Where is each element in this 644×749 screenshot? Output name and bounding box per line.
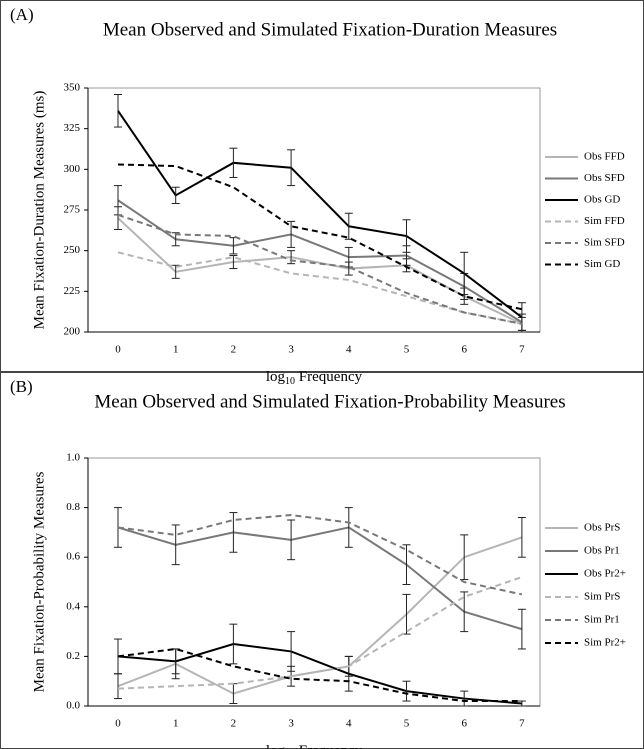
x-tick-label: 0 bbox=[115, 344, 121, 356]
legend-label: Sim PrS bbox=[584, 591, 620, 603]
series-line bbox=[117, 110, 523, 319]
x-tick-label: 2 bbox=[231, 344, 237, 356]
x-axis-label-sub: 10 bbox=[285, 376, 295, 387]
x-tick-label: 6 bbox=[461, 718, 467, 730]
x-axis-label: log10 Frequency bbox=[266, 743, 363, 749]
x-tick-label: 4 bbox=[346, 718, 352, 730]
x-tick-label: 3 bbox=[288, 718, 294, 730]
series-line bbox=[117, 163, 523, 311]
x-tick-label: 6 bbox=[461, 344, 467, 356]
legend-label: Obs Pr1 bbox=[584, 545, 620, 557]
x-tick-label: 0 bbox=[115, 718, 121, 730]
y-tick-label: 200 bbox=[64, 326, 81, 338]
legend-label: Obs GD bbox=[584, 194, 620, 206]
series-line bbox=[117, 536, 523, 695]
series-line bbox=[117, 647, 522, 703]
series-line bbox=[117, 213, 523, 325]
x-tick-label: 7 bbox=[519, 718, 525, 730]
x-tick-label: 1 bbox=[173, 718, 179, 730]
y-tick-label: 0.0 bbox=[66, 700, 80, 712]
x-axis-label-part: log bbox=[266, 743, 286, 749]
x-tick-label: 3 bbox=[288, 344, 294, 356]
y-tick-label: 0.4 bbox=[66, 600, 80, 612]
chart-title: Mean Observed and Simulated Fixation-Dur… bbox=[103, 19, 557, 40]
series-line bbox=[117, 642, 522, 705]
y-tick-label: 325 bbox=[64, 122, 81, 134]
chart-title: Mean Observed and Simulated Fixation-Pro… bbox=[94, 391, 565, 412]
x-axis-label: log10 Frequency bbox=[266, 369, 363, 387]
y-tick-label: 1.0 bbox=[66, 452, 80, 464]
legend-label: Sim Pr1 bbox=[584, 614, 620, 626]
panel-label: (B) bbox=[10, 377, 33, 396]
legend-label: Obs Pr2+ bbox=[584, 568, 626, 580]
y-tick-label: 225 bbox=[64, 285, 81, 297]
y-tick-label: 350 bbox=[64, 82, 81, 94]
x-axis-label-part: log bbox=[266, 369, 286, 385]
y-axis-label: Mean Fixation-Probability Measures bbox=[31, 471, 47, 692]
y-tick-label: 300 bbox=[64, 163, 81, 175]
legend-label: Obs FFD bbox=[584, 151, 625, 163]
legend-label: Sim Pr2+ bbox=[584, 637, 626, 649]
x-axis-label-part: Frequency bbox=[295, 369, 363, 385]
series-line bbox=[117, 514, 523, 596]
series-line bbox=[117, 526, 523, 631]
x-tick-label: 5 bbox=[404, 344, 410, 356]
panel-border bbox=[0, 372, 644, 749]
legend-label: Sim GD bbox=[584, 258, 620, 270]
x-tick-label: 4 bbox=[346, 344, 352, 356]
x-tick-label: 5 bbox=[404, 718, 410, 730]
y-tick-label: 0.6 bbox=[66, 551, 80, 563]
y-axis-label: Mean Fixation-Duration Measures (ms) bbox=[31, 91, 47, 330]
panel-border bbox=[0, 0, 644, 372]
series-line bbox=[117, 199, 523, 324]
y-tick-label: 0.8 bbox=[66, 501, 80, 513]
plot-frame bbox=[87, 87, 541, 333]
x-tick-label: 1 bbox=[173, 344, 179, 356]
panel-label: (A) bbox=[10, 5, 34, 24]
y-tick-label: 0.2 bbox=[66, 650, 80, 662]
series-line bbox=[117, 576, 523, 690]
plot-frame bbox=[87, 457, 541, 707]
x-tick-label: 2 bbox=[231, 718, 237, 730]
legend-label: Sim SFD bbox=[584, 237, 625, 249]
legend-label: Obs PrS bbox=[584, 522, 620, 534]
x-tick-label: 7 bbox=[519, 344, 525, 356]
y-tick-label: 250 bbox=[64, 244, 81, 256]
legend-label: Obs SFD bbox=[584, 172, 625, 184]
legend-label: Sim FFD bbox=[584, 215, 625, 227]
x-axis-label-part: Frequency bbox=[295, 743, 363, 749]
y-tick-label: 275 bbox=[64, 204, 81, 216]
